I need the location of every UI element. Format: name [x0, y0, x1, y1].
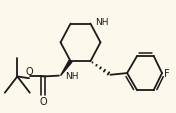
- Text: NH: NH: [65, 72, 78, 80]
- Text: F: F: [164, 68, 169, 78]
- Text: O: O: [39, 96, 47, 106]
- Text: NH: NH: [96, 17, 109, 26]
- Polygon shape: [61, 61, 72, 76]
- Text: O: O: [26, 66, 34, 76]
